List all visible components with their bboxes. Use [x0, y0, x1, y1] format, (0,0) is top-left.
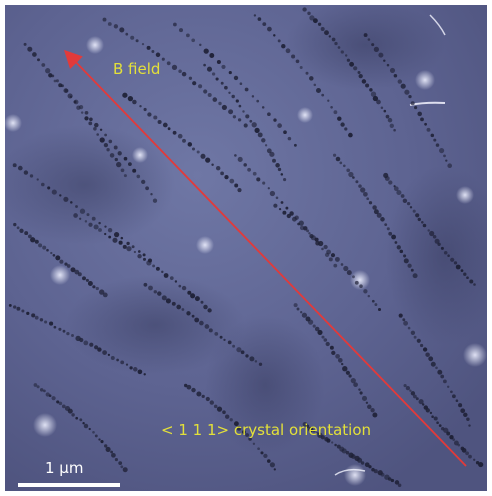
scale-bar-label: 1 µm [45, 459, 84, 477]
micrograph-image [5, 5, 487, 491]
b-field-label: B field [113, 60, 161, 78]
crystal-orientation-label: < 1 1 1> crystal orientation [161, 421, 372, 439]
micrograph-frame: B field < 1 1 1> crystal orientation 1 µ… [5, 5, 487, 491]
scale-bar [18, 483, 120, 487]
